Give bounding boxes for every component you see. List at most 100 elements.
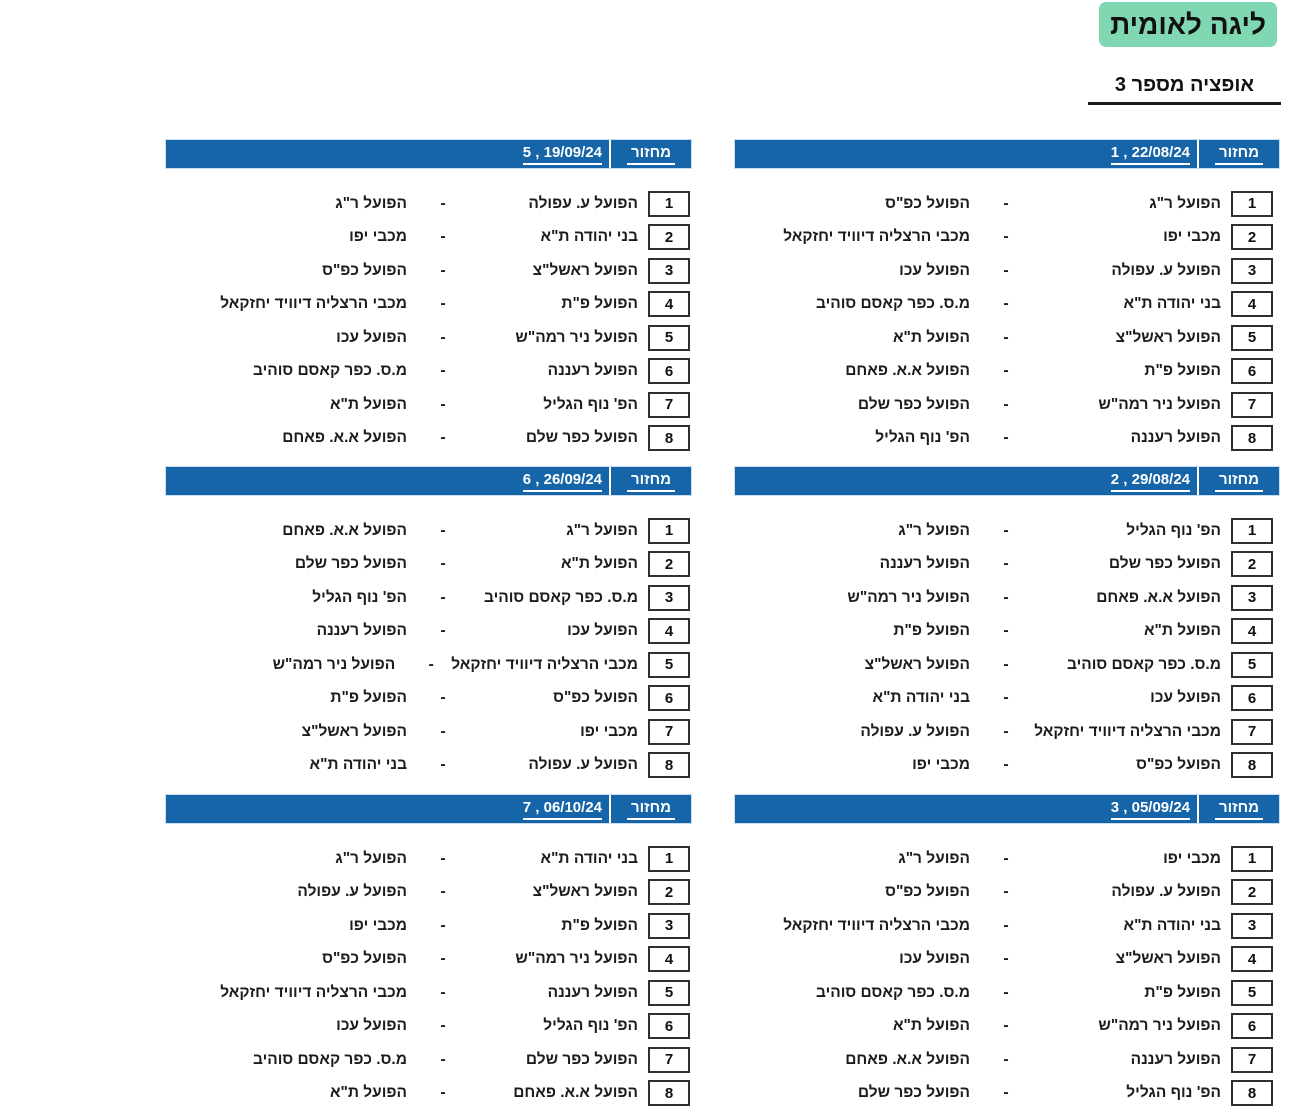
match-dash: - [1003,194,1009,212]
match-rows: 1 בני יהודה ת"א - הפועל ר"ג 2 הפועל ראשל"צ - הפ… [165,824,692,1110]
match-row: 8 הפועל א.א. פאחם - הפועל ת"א [165,1077,690,1110]
match-row: 3 הפועל ראשל"צ - הפועל כפ"ס [165,254,690,288]
match-row: 8 הפועל כפ"ס - מכבי יפו [734,749,1273,783]
match-dash: - [1003,228,1009,246]
home-team: הפועל ע. עפולה [528,194,638,212]
match-row: 7 מכבי יפו - הפועל ראשל"צ [165,715,690,749]
match-number-box: 7 [1231,1046,1273,1073]
match-number-box: 5 [648,979,690,1006]
round-number-and-date: 1 , 22/08/24 [1110,144,1190,165]
away-team: הפועל ר"ג [335,194,407,212]
away-team: הפועל ת"א [892,1017,970,1035]
match-row: 1 הפועל ע. עפולה - הפועל ר"ג [165,187,690,221]
away-team: הפועל עכו [899,950,970,968]
match-number-box: 6 [1231,1013,1273,1040]
match-dash: - [1003,295,1009,313]
match-row: 7 הפועל כפר שלם - מ.ס. כפר קאסם סוהיב [165,1043,690,1077]
round-header: מחזור 6 , 26/09/24 [165,466,692,496]
match-number-box: 2 [1231,879,1273,906]
home-team: מ.ס. כפר קאסם סוהיב [483,588,638,606]
match-dash: - [1003,261,1009,279]
home-team: הפועל ת"א [1143,622,1221,640]
round-header: מחזור 1 , 22/08/24 [734,139,1280,169]
match-dash: - [440,1084,446,1102]
match-row: 1 הפ' נוף הגליל - הפועל ר"ג [734,514,1273,548]
home-team: הפועל כפ"ס [553,689,638,707]
away-team: הפועל כפר שלם [857,395,970,413]
match-dash: - [1003,722,1009,740]
home-team: הפועל רעננה [547,983,638,1001]
match-number-box: 2 [648,551,690,578]
match-row: 6 הפועל פ"ת - הפועל א.א. פאחם [734,355,1273,389]
match-number-box: 1 [1231,845,1273,872]
match-row: 4 הפועל עכו - הפועל רעננה [165,615,690,649]
away-team: הפועל כפ"ס [322,950,407,968]
away-team: מ.ס. כפר קאסם סוהיב [815,983,970,1001]
away-team: הפועל כפר שלם [294,555,407,573]
round-header: מחזור 5 , 19/09/24 [165,139,692,169]
round-table-6: מחזור 6 , 26/09/24 1 הפועל ר"ג - הפועל א.א. פ… [165,466,692,782]
home-team: הפ' נוף הגליל [543,395,638,413]
home-team: הפועל רעננה [1130,1050,1221,1068]
round-number-and-date: 5 , 19/09/24 [522,144,602,165]
away-team: הפ' נוף הגליל [875,429,970,447]
round-label-cell: מחזור [1197,795,1279,823]
round-number-and-date: 6 , 26/09/24 [522,471,602,492]
away-team: הפועל כפ"ס [322,261,407,279]
away-team: הפועל ת"א [329,1084,407,1102]
home-team: הפועל פ"ת [561,916,638,934]
match-number-box: 8 [648,752,690,779]
match-row: 2 בני יהודה ת"א - מכבי יפו [165,221,690,255]
away-team: הפועל כפ"ס [885,194,970,212]
round-label: מחזור [1214,471,1264,492]
away-team: הפועל א.א. פאחם [845,362,970,380]
home-team: הפועל א.א. פאחם [513,1084,638,1102]
home-team: הפועל ע. עפולה [1111,261,1221,279]
match-number-box: 5 [648,324,690,351]
home-team: הפועל עכו [567,622,638,640]
match-dash: - [440,328,446,346]
match-dash: - [1003,950,1009,968]
away-team: הפועל רעננה [316,622,407,640]
match-dash: - [1003,362,1009,380]
round-label-cell: מחזור [1197,467,1279,495]
home-team: בני יהודה ת"א [540,228,639,246]
match-dash: - [440,588,446,606]
match-row: 5 הפועל ניר רמה"ש - הפועל עכו [165,321,690,355]
match-row: 6 הפ' נוף הגליל - הפועל עכו [165,1010,690,1044]
match-dash: - [1003,849,1009,867]
away-team: הפועל ע. עפולה [860,722,970,740]
match-dash: - [1003,756,1009,774]
match-row: 3 בני יהודה ת"א - מכבי הרצליה דיוויד יחזקאל [734,909,1273,943]
home-team: הפועל ע. עפולה [528,756,638,774]
match-row: 1 מכבי יפו - הפועל ר"ג [734,842,1273,876]
match-row: 2 הפועל ראשל"צ - הפועל ע. עפולה [165,876,690,910]
home-team: מכבי יפו [1163,228,1221,246]
match-row: 2 הפועל ע. עפולה - הפועל כפ"ס [734,876,1273,910]
match-row: 6 הפועל ניר רמה"ש - הפועל ת"א [734,1010,1273,1044]
match-row: 3 הפועל ע. עפולה - הפועל עכו [734,254,1273,288]
match-row: 6 הפועל עכו - בני יהודה ת"א [734,682,1273,716]
match-number-box: 4 [1231,946,1273,973]
match-row: 5 הפועל רעננה - מכבי הרצליה דיוויד יחזקאל [165,976,690,1010]
home-team: בני יהודה ת"א [1123,295,1222,313]
away-team: הפועל כפ"ס [885,883,970,901]
match-dash: - [1003,429,1009,447]
round-table-3: מחזור 3 , 05/09/24 1 מכבי יפו - הפועל ר"ג 2 הפו… [734,794,1280,1110]
match-dash: - [440,521,446,539]
home-team: הפועל כפר שלם [525,429,638,447]
home-team: הפועל א.א. פאחם [1096,588,1221,606]
home-team: הפ' נוף הגליל [1126,1084,1221,1102]
away-team: הפועל ראשל"צ [864,655,970,673]
home-team: הפועל פ"ת [1144,983,1221,1001]
away-team: מכבי הרצליה דיוויד יחזקאל [783,228,970,246]
match-dash: - [1003,328,1009,346]
match-number-box: 1 [648,845,690,872]
match-number-box: 4 [1231,618,1273,645]
match-dash: - [440,983,446,1001]
away-team: מכבי יפו [349,228,407,246]
league-title-highlight: ליגה לאומית [1099,2,1277,47]
match-row: 2 הפועל ת"א - הפועל כפר שלם [165,548,690,582]
home-team: הפועל ניר רמה"ש [1098,395,1221,413]
home-team: הפועל ניר רמה"ש [515,950,638,968]
